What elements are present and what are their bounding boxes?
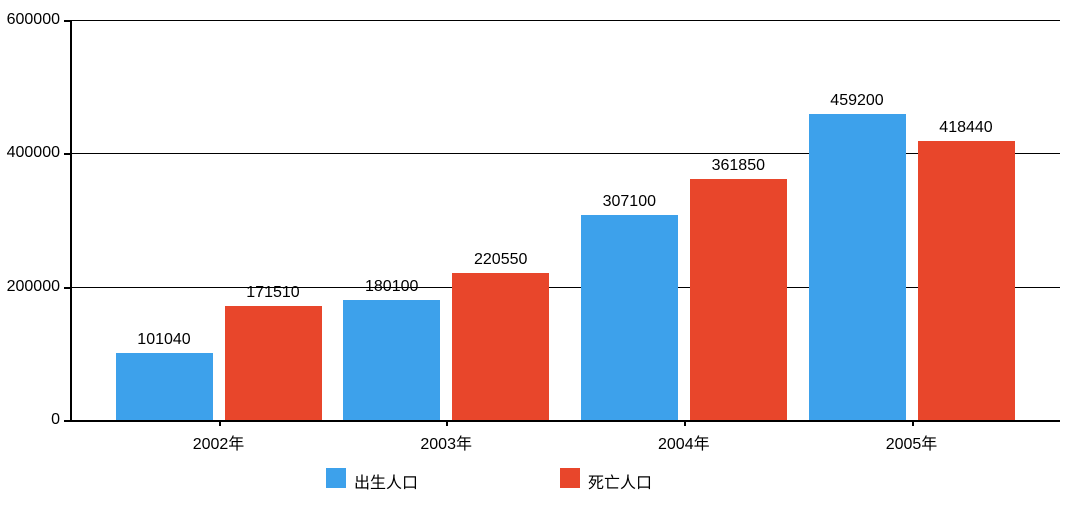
y-tick-label: 400000 — [0, 144, 60, 162]
x-tick — [912, 420, 914, 426]
y-tick — [64, 20, 70, 22]
y-tick — [64, 287, 70, 289]
legend-label: 出生人口 — [354, 469, 418, 493]
y-tick-label: 600000 — [0, 11, 60, 29]
legend-label: 死亡人口 — [588, 469, 652, 493]
grid-line — [70, 20, 1060, 21]
x-tick — [446, 420, 448, 426]
x-tick — [684, 420, 686, 426]
bar-出生人口 — [116, 353, 213, 420]
bar-出生人口 — [809, 114, 906, 420]
bar-死亡人口 — [225, 306, 322, 420]
legend-swatch — [560, 468, 580, 488]
x-tick-label: 2004年 — [658, 430, 710, 454]
y-tick — [64, 153, 70, 155]
y-tick-label: 200000 — [0, 278, 60, 296]
bar-死亡人口 — [452, 273, 549, 420]
bar-value-label: 459200 — [830, 92, 883, 110]
x-tick-label: 2002年 — [193, 430, 245, 454]
grid-line — [70, 153, 1060, 154]
bar-出生人口 — [343, 300, 440, 420]
bar-死亡人口 — [918, 141, 1015, 420]
legend-swatch — [326, 468, 346, 488]
bar-value-label: 418440 — [939, 119, 992, 137]
bar-value-label: 361850 — [712, 157, 765, 175]
bar-出生人口 — [581, 215, 678, 420]
x-tick-label: 2005年 — [886, 430, 938, 454]
y-tick — [64, 420, 70, 422]
bar-死亡人口 — [690, 179, 787, 420]
y-axis — [70, 20, 72, 420]
bar-chart: 0 200000 400000 600000 101040 171510 2002年 1801… — [0, 0, 1080, 512]
bar-value-label: 101040 — [137, 331, 190, 349]
bar-value-label: 220550 — [474, 251, 527, 269]
bar-value-label: 307100 — [603, 193, 656, 211]
y-tick-label: 0 — [0, 411, 60, 429]
grid-line — [70, 287, 1060, 288]
bar-value-label: 180100 — [365, 278, 418, 296]
bar-value-label: 171510 — [246, 284, 299, 302]
x-tick — [219, 420, 221, 426]
x-tick-label: 2003年 — [420, 430, 472, 454]
